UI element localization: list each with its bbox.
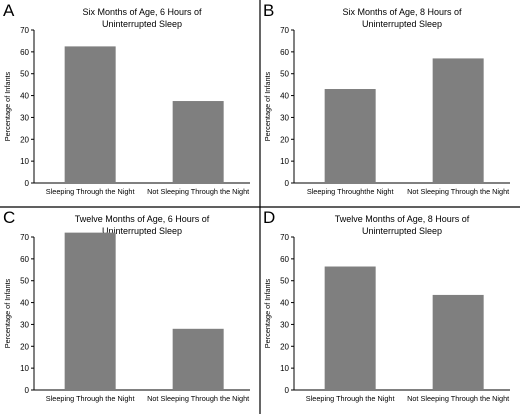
chart-panel-d: D Twelve Months of Age, 8 Hours of Uninter…: [263, 208, 510, 403]
y-tick-label: 40: [20, 92, 29, 101]
y-tick-label: 30: [20, 113, 29, 122]
chart-title-line: Uninterrupted Sleep: [362, 226, 442, 236]
y-axis-label: Percentage of Infants: [263, 278, 272, 348]
panel-letter: D: [263, 208, 275, 227]
y-tick-label: 70: [20, 26, 29, 35]
y-tick-label: 30: [20, 320, 29, 329]
y-tick-label: 20: [20, 342, 29, 351]
y-tick-label: 40: [280, 92, 289, 101]
y-tick-label: 10: [280, 157, 289, 166]
y-tick-label: 60: [280, 255, 289, 264]
chart-title-line: Twelve Months of Age, 8 Hours of: [335, 214, 470, 224]
y-tick-label: 10: [20, 364, 29, 373]
x-category-label: Not Sleeping Through the Night: [407, 394, 509, 403]
y-tick-label: 20: [280, 342, 289, 351]
x-category-label: Sleeping Through the Night: [46, 187, 135, 196]
y-axis-label: Percentage of Infants: [263, 71, 272, 141]
y-tick-label: 50: [20, 70, 29, 79]
y-tick-label: 40: [280, 299, 289, 308]
y-axis-label: Percentage of Infants: [3, 71, 12, 141]
panel-letter: B: [263, 1, 274, 20]
x-category-label: Not Sleeping Through the Night: [147, 394, 249, 403]
x-category-label: Not Sleeping Through the Night: [407, 187, 509, 196]
y-tick-label: 10: [20, 157, 29, 166]
x-category-label: Sleeping Through the Night: [306, 394, 395, 403]
x-category-label: Not Sleeping Through the Night: [147, 187, 249, 196]
y-tick-label: 50: [280, 70, 289, 79]
chart-title-line: Uninterrupted Sleep: [102, 226, 182, 236]
y-tick-label: 60: [20, 48, 29, 57]
y-tick-label: 20: [20, 135, 29, 144]
bar-2: [172, 101, 224, 183]
y-tick-label: 30: [280, 320, 289, 329]
y-tick-label: 60: [20, 255, 29, 264]
panel-letter: C: [3, 208, 15, 227]
y-tick-label: 70: [20, 233, 29, 242]
panel-letter: A: [3, 1, 15, 20]
y-tick-label: 50: [280, 277, 289, 286]
chart-panel-a: A Six Months of Age, 6 Hours of Uninterrup…: [3, 1, 250, 196]
x-category-label: Sleeping Through the Night: [46, 394, 135, 403]
chart-title-line: Twelve Months of Age, 6 Hours of: [75, 214, 210, 224]
y-axis-label: Percentage of Infants: [3, 278, 12, 348]
chart-title-line: Six Months of Age, 6 Hours of: [82, 7, 202, 17]
bar-1: [64, 46, 116, 184]
chart-title-line: Uninterrupted Sleep: [102, 19, 182, 29]
bar-1: [324, 266, 376, 390]
bar-1: [64, 232, 116, 390]
y-tick-label: 60: [280, 48, 289, 57]
y-tick-label: 70: [280, 233, 289, 242]
chart-panel-b: B Six Months of Age, 8 Hours of Uninterrup…: [263, 1, 510, 196]
bar-1: [324, 89, 376, 183]
y-tick-label: 10: [280, 364, 289, 373]
y-tick-label: 0: [285, 179, 290, 188]
chart-title-line: Six Months of Age, 8 Hours of: [342, 7, 462, 17]
y-tick-label: 0: [25, 386, 30, 395]
chart-title-line: Uninterrupted Sleep: [362, 19, 442, 29]
y-tick-label: 0: [285, 386, 290, 395]
x-category-label: Sleeping Throughthe Night: [307, 187, 394, 196]
y-tick-label: 0: [25, 179, 30, 188]
y-tick-label: 40: [20, 299, 29, 308]
chart-panel-c: C Twelve Months of Age, 6 Hours of Uninter…: [3, 208, 250, 403]
y-tick-label: 30: [280, 113, 289, 122]
y-tick-label: 50: [20, 277, 29, 286]
panels-layer: A Six Months of Age, 6 Hours of Uninterrup…: [3, 1, 510, 403]
bar-2: [432, 58, 484, 183]
bar-2: [172, 328, 224, 390]
y-tick-label: 70: [280, 26, 289, 35]
y-tick-label: 20: [280, 135, 289, 144]
bar-2: [432, 294, 484, 390]
